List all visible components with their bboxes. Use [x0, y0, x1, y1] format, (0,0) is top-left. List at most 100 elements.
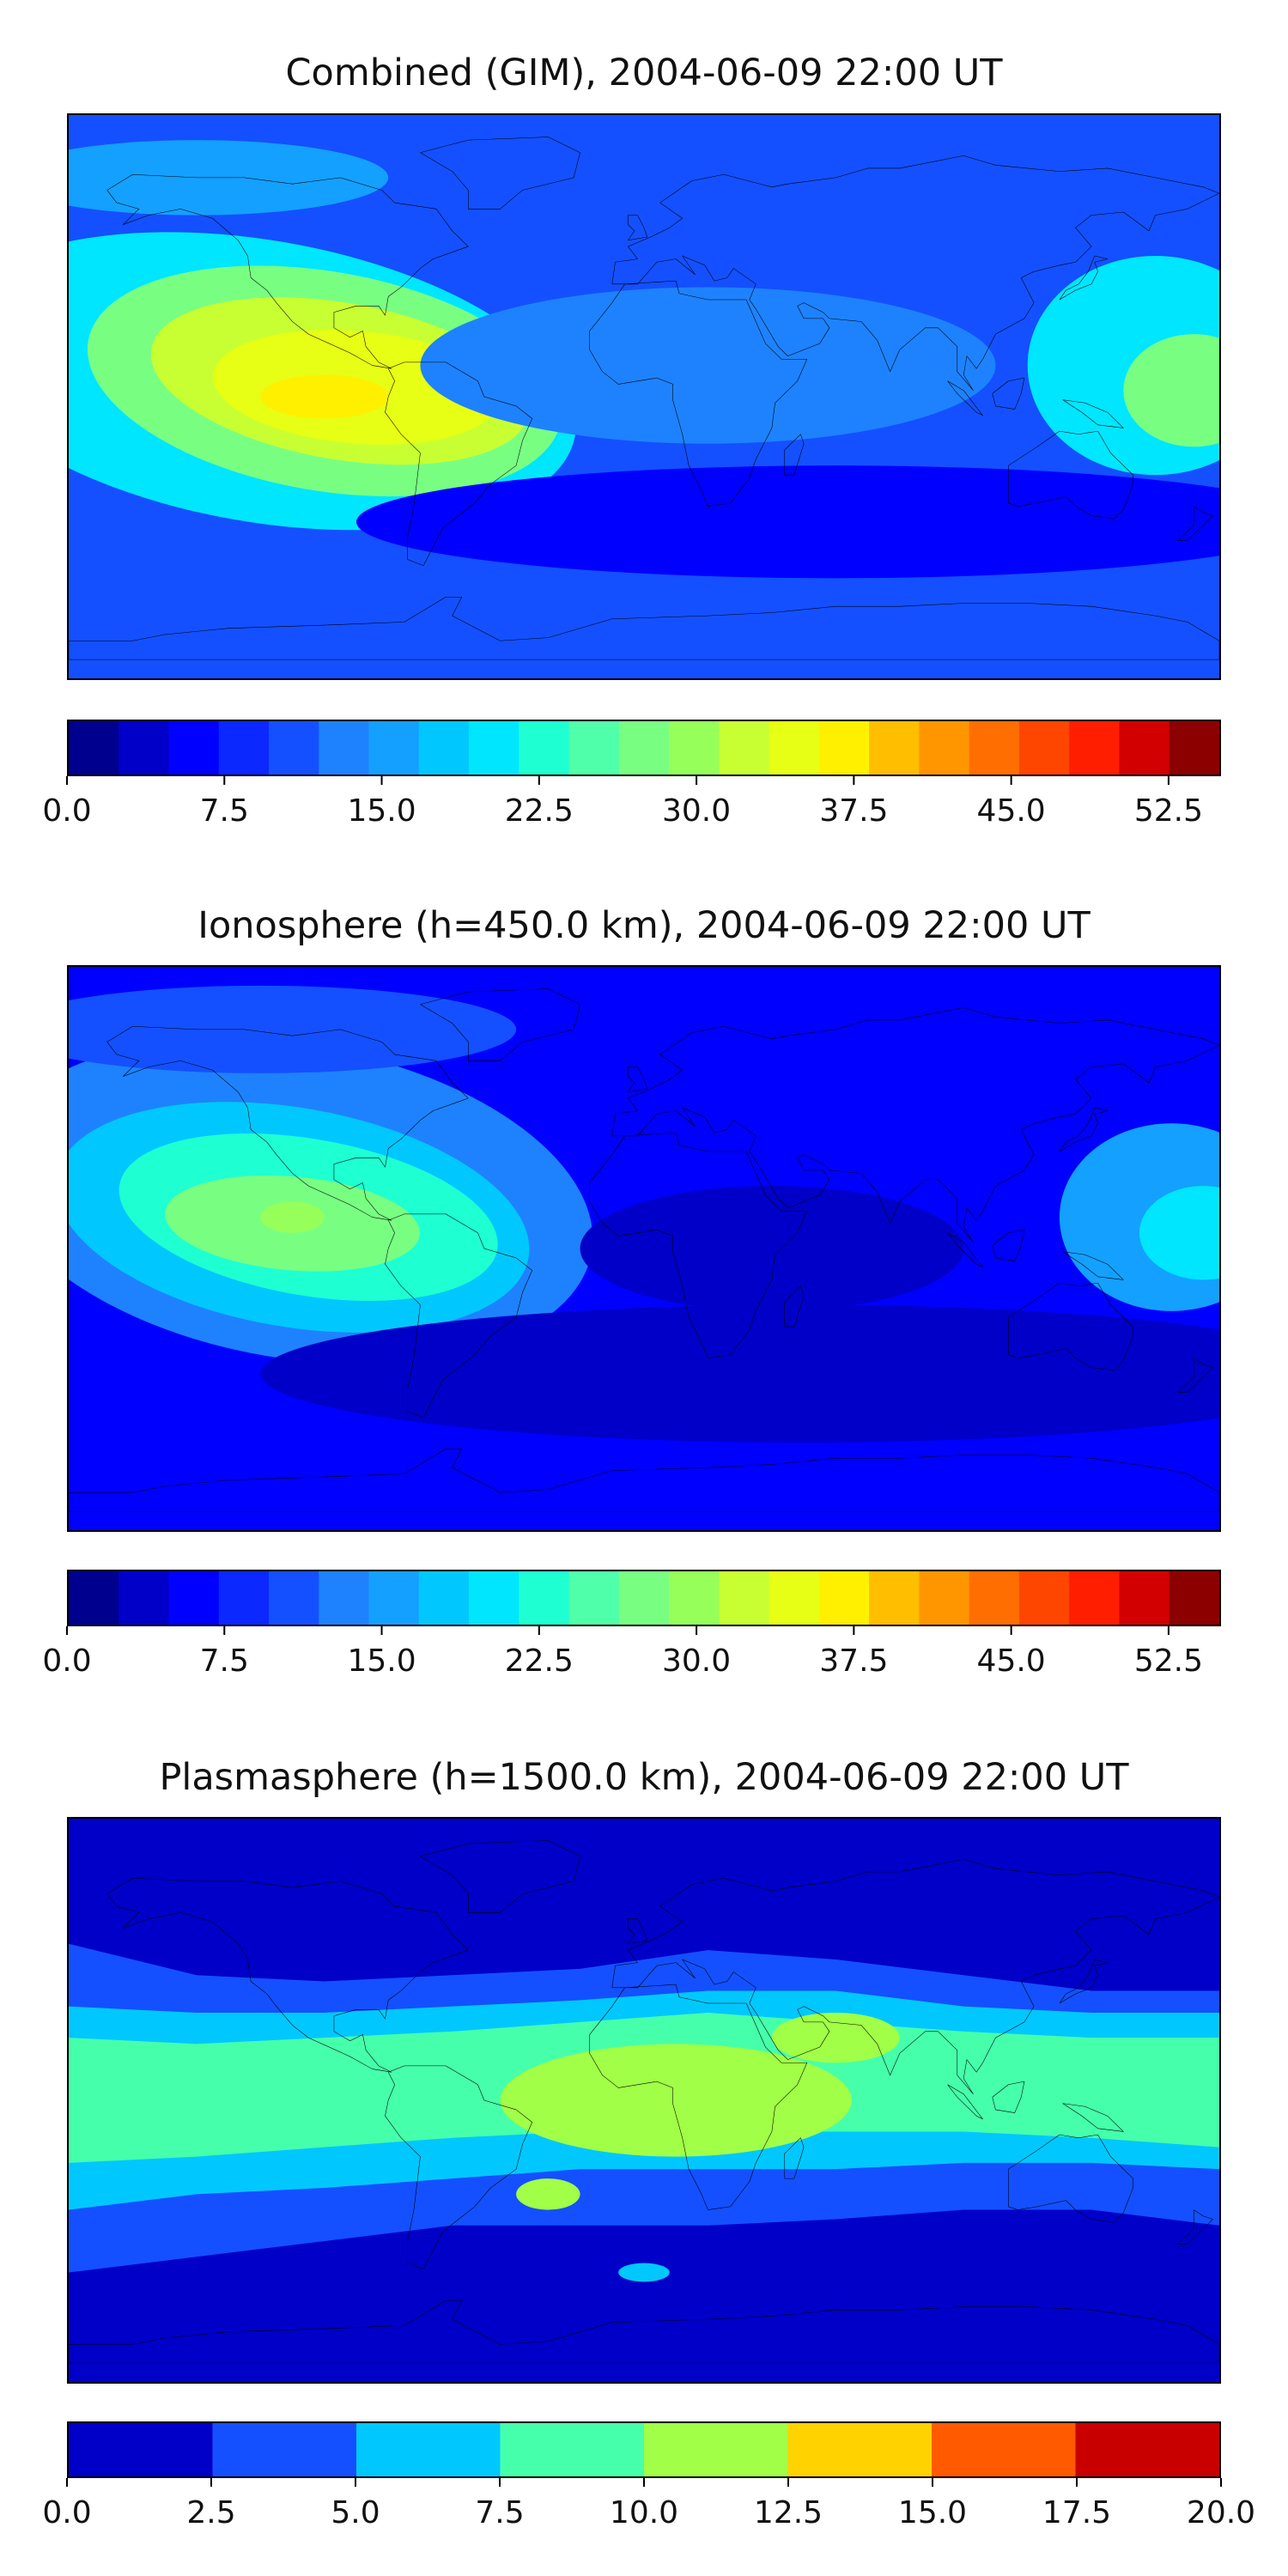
colorbar-segment — [787, 2423, 933, 2476]
colorbar-segment — [500, 2423, 645, 2476]
colorbar-segment — [818, 1571, 870, 1625]
contour-region — [356, 465, 1219, 579]
coastline-britain — [628, 216, 647, 240]
colorbar-segment — [269, 1571, 319, 1625]
colorbar-tick-label: 15.0 — [347, 1643, 416, 1679]
colorbar-tick-label: 22.5 — [505, 793, 574, 829]
colorbar-tick-label: 0.0 — [42, 1643, 91, 1679]
coastline-new-zealand — [1178, 507, 1213, 541]
coastline-africa — [590, 1133, 807, 1358]
colorbar-segment — [1018, 721, 1070, 775]
colorbar-segment — [69, 1571, 119, 1625]
coastline-japan — [1060, 1108, 1108, 1151]
colorbar-segment — [1169, 1571, 1219, 1625]
coastline-new-guinea — [1063, 2104, 1124, 2132]
coastline-eurasia — [612, 155, 1219, 390]
colorbar-segment — [118, 1571, 170, 1625]
colorbar-segment — [669, 721, 720, 775]
panel-3-map — [67, 1817, 1221, 2384]
contour-region — [420, 287, 996, 444]
colorbar-tick-label: 30.0 — [662, 793, 731, 829]
colorbar-segment — [69, 721, 119, 775]
colorbar-segment — [1075, 2423, 1219, 2476]
panel-1-colorbar-ticks: 0.0 7.5 15.0 22.5 30.0 37.5 45.0 52.5 — [42, 776, 1221, 836]
colorbar-tick-label: 45.0 — [977, 1643, 1046, 1679]
panel-2-colorbar-ticks: 0.0 7.5 15.0 22.5 30.0 37.5 45.0 52.5 — [42, 1626, 1221, 1686]
coastline-madagascar — [785, 434, 804, 475]
coastline-africa — [590, 1984, 807, 2209]
colorbar-segment — [719, 721, 770, 775]
colorbar-segment — [669, 1571, 720, 1625]
colorbar-segment — [618, 1571, 670, 1625]
coastline-south-america — [386, 362, 532, 566]
coastline-australia — [1008, 1283, 1133, 1370]
coastline-japan — [1060, 256, 1108, 300]
coastline-borneo — [993, 378, 1024, 409]
colorbar-segment — [69, 2423, 214, 2476]
coastline-indonesia — [948, 381, 983, 416]
panel-2-map — [67, 965, 1221, 1532]
colorbar-segment — [719, 1571, 770, 1625]
contour-region — [260, 1304, 1219, 1443]
colorbar-segment — [118, 721, 170, 775]
colorbar-segment — [919, 721, 970, 775]
panel-2-contour-plot — [69, 967, 1219, 1530]
colorbar-segment — [869, 721, 920, 775]
colorbar-segment — [519, 1571, 570, 1625]
colorbar-tick-label: 0.0 — [42, 793, 91, 829]
colorbar-segment — [969, 1571, 1020, 1625]
colorbar-segment — [769, 721, 820, 775]
colorbar-segment — [218, 1571, 270, 1625]
colorbar-segment — [818, 721, 870, 775]
colorbar-segment — [418, 1571, 470, 1625]
panel-2-title: Ionosphere (h=450.0 km), 2004-06-09 22:0… — [197, 904, 1091, 947]
coastline-south-america — [386, 1214, 532, 1418]
colorbar-tick-label: 15.0 — [347, 793, 416, 829]
contour-region — [69, 985, 517, 1073]
coastline-antarctica — [69, 1449, 1219, 1511]
colorbar-tick-label: 10.0 — [610, 2495, 678, 2530]
coastline-madagascar — [785, 1286, 804, 1327]
colorbar-tick-label: 5.0 — [331, 2495, 380, 2530]
colorbar-segment — [869, 1571, 920, 1625]
coastline-greenland — [420, 1841, 580, 1913]
colorbar-segment — [618, 721, 670, 775]
panel-3-title: Plasmasphere (h=1500.0 km), 2004-06-09 2… — [159, 1756, 1129, 1799]
coastline-australia — [1008, 2135, 1133, 2222]
panel-3-colorbar — [67, 2421, 1221, 2478]
panel-3-colorbar-strip — [69, 2423, 1219, 2476]
colorbar-segment — [212, 2423, 357, 2476]
colorbar-tick-label: 52.5 — [1134, 793, 1203, 829]
panel-3-colorbar-ticks: 0.0 2.5 5.0 7.5 10.0 12.5 15.0 17.5 20.0 — [42, 2478, 1255, 2538]
colorbar-segment — [469, 1571, 519, 1625]
contour-region — [618, 2263, 670, 2282]
colorbar-tick-label: 17.5 — [1042, 2495, 1111, 2530]
colorbar-segment — [932, 2423, 1077, 2476]
colorbar-segment — [568, 1571, 620, 1625]
panel-1-colorbar — [67, 720, 1221, 776]
colorbar-segment — [418, 721, 470, 775]
colorbar-segment — [644, 2423, 789, 2476]
coastline-south-america — [386, 2066, 532, 2269]
colorbar-segment — [519, 721, 570, 775]
colorbar-segment — [769, 1571, 820, 1625]
colorbar-segment — [1119, 721, 1170, 775]
coastline-new-zealand — [1178, 1358, 1213, 1393]
coastline-new-zealand — [1178, 2210, 1213, 2245]
contour-region — [580, 1186, 964, 1311]
coastline-indonesia — [948, 2085, 983, 2119]
coastline-new-guinea — [1063, 400, 1124, 428]
coastline-madagascar — [785, 2138, 804, 2178]
coastline-britain — [628, 1067, 647, 1092]
coastline-antarctica — [69, 597, 1219, 659]
panel-2-colorbar-strip — [69, 1571, 1219, 1625]
panel-1-title: Combined (GIM), 2004-06-09 22:00 UT — [285, 52, 1003, 94]
colorbar-segment — [168, 1571, 220, 1625]
colorbar-segment — [969, 721, 1020, 775]
coastline-indonesia — [948, 1233, 983, 1267]
colorbar-tick-label: 0.0 — [42, 2495, 91, 2530]
colorbar-segment — [1069, 1571, 1121, 1625]
colorbar-tick-label: 2.5 — [186, 2495, 235, 2530]
colorbar-tick-label: 45.0 — [977, 793, 1046, 829]
colorbar-segment — [919, 1571, 970, 1625]
